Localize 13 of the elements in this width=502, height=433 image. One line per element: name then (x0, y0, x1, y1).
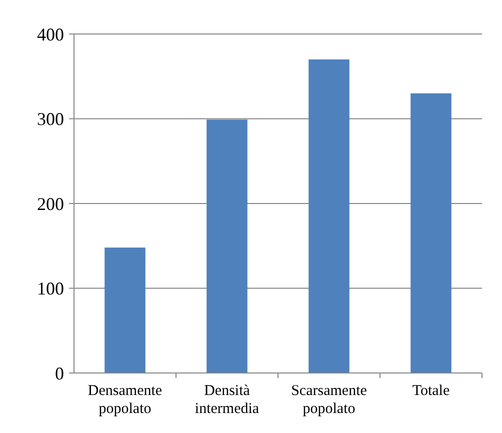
x-tick-label: Totale (412, 383, 450, 399)
bar (104, 248, 146, 373)
y-tick-label: 100 (37, 278, 64, 299)
x-tick-label: Scarsamente popolato (291, 383, 368, 417)
y-tick-label: 300 (37, 109, 64, 130)
bar (206, 120, 248, 373)
y-tick-label: 0 (55, 363, 64, 384)
y-tick-label: 400 (37, 24, 64, 44)
bar (410, 93, 452, 373)
bar (308, 59, 350, 373)
x-tick-label: Densità intermedia (194, 383, 260, 417)
y-tick-label: 200 (37, 194, 64, 214)
x-tick-label: Densamente popolato (88, 383, 162, 417)
